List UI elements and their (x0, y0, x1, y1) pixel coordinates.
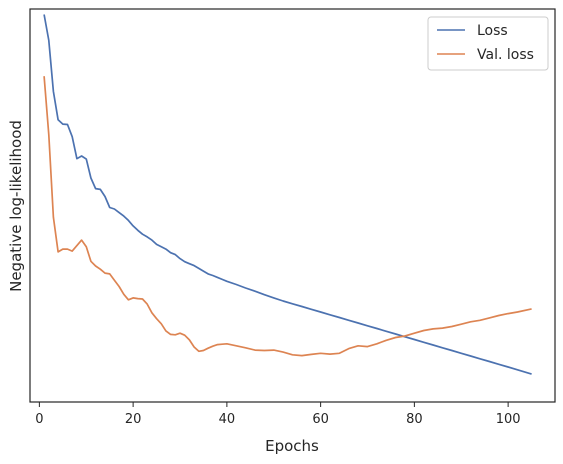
series-line-val-loss (43, 76, 532, 357)
x-tick-label: 40 (219, 412, 236, 427)
legend-label-loss: Loss (477, 23, 508, 39)
x-tick-label: 0 (35, 412, 43, 427)
x-axis-ticks: 0 20 40 60 80 100 (35, 402, 521, 427)
x-tick-label: 20 (125, 412, 142, 427)
axes-frame (29, 8, 556, 403)
x-axis-label: Epochs (265, 437, 319, 455)
x-tick-label: 60 (312, 412, 329, 427)
series-lines (43, 14, 532, 375)
legend-label-val-loss: Val. loss (477, 47, 534, 63)
legend: Loss Val. loss (427, 16, 549, 71)
y-axis-label: Negative log-likelihood (7, 120, 25, 292)
series-line-loss (43, 14, 532, 375)
x-tick-label: 80 (406, 412, 423, 427)
x-tick-label: 100 (496, 412, 521, 427)
